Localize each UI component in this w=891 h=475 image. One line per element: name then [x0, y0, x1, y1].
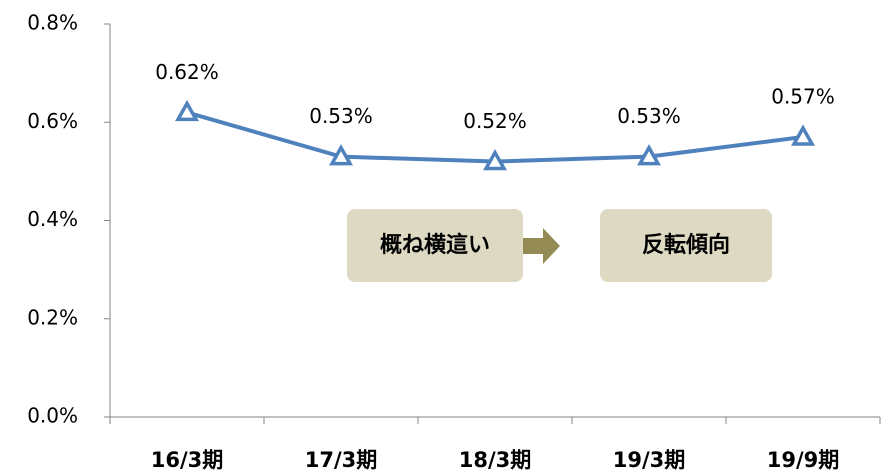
- marker: [175, 99, 199, 122]
- data-label: 0.52%: [463, 109, 527, 133]
- data-label: 0.53%: [617, 104, 681, 128]
- data-label: 0.57%: [771, 84, 835, 108]
- annotation-box: [347, 209, 523, 282]
- annotation: 概ね横這い: [380, 232, 490, 258]
- y-tick-label: 0.2%: [27, 305, 78, 329]
- arrow: [523, 228, 560, 264]
- annotation-box: [600, 209, 772, 282]
- x-tick-label: 16/3期: [151, 448, 224, 472]
- x-tick-label: 17/3期: [305, 448, 378, 472]
- y-tick-label: 0.6%: [27, 109, 78, 133]
- y-tick-label: 0.8%: [27, 11, 78, 35]
- y-tick-label: 0.4%: [27, 207, 78, 231]
- x-tick-label: 19/3期: [613, 448, 686, 472]
- marker: [483, 148, 507, 171]
- marker: [791, 124, 815, 146]
- y-tick-label: 0.0%: [27, 404, 78, 428]
- marker: [329, 144, 353, 166]
- marker: [637, 144, 661, 166]
- data-label: 0.53%: [309, 104, 373, 128]
- x-tick-label: 19/9期: [767, 448, 840, 472]
- data-label: 0.62%: [155, 60, 219, 84]
- x-tick-label: 18/3期: [459, 448, 532, 472]
- annotation: 反転傾向: [642, 232, 730, 258]
